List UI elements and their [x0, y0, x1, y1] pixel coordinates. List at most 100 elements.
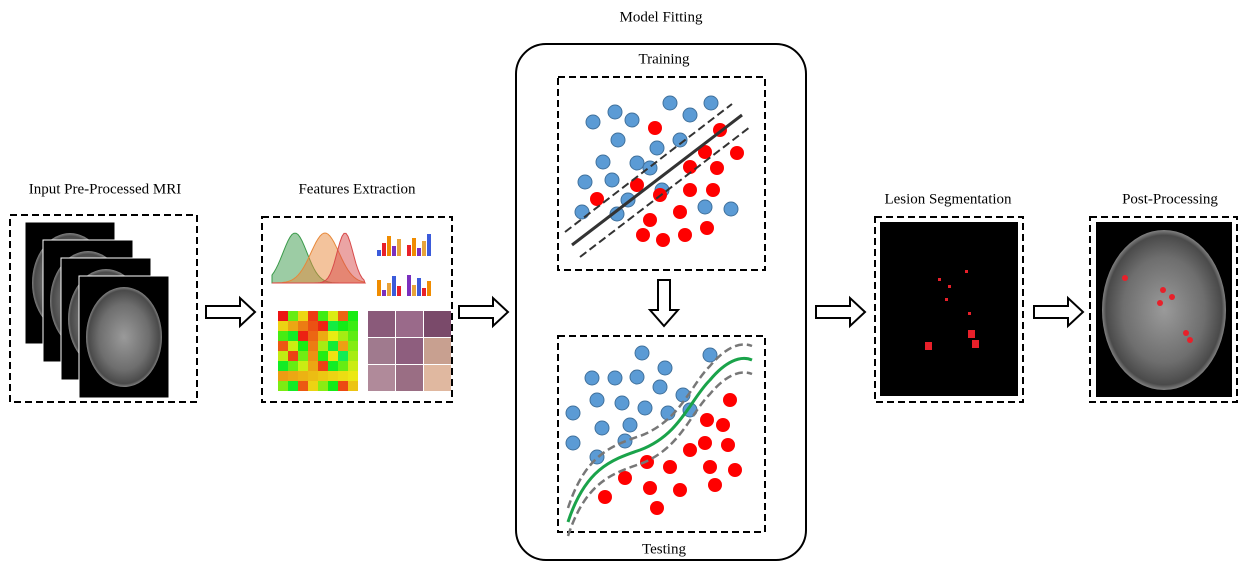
heat-cell	[338, 351, 348, 361]
point	[608, 105, 622, 119]
point	[728, 463, 742, 477]
point	[708, 478, 722, 492]
heat-cell	[288, 331, 298, 341]
mini-bar	[427, 281, 431, 296]
point	[724, 202, 738, 216]
heat-cell	[338, 321, 348, 331]
heat-cell	[328, 321, 338, 331]
point	[643, 481, 657, 495]
mini-bar	[412, 285, 416, 296]
point	[596, 155, 610, 169]
color-card	[424, 338, 451, 364]
part-label: Training	[638, 51, 690, 67]
heat-cell	[298, 331, 308, 341]
point	[605, 173, 619, 187]
point	[663, 460, 677, 474]
point	[700, 413, 714, 427]
mini-bar	[387, 236, 391, 256]
heat-cell	[348, 311, 358, 321]
mini-bar	[392, 276, 396, 296]
point	[698, 200, 712, 214]
segmentation-image	[880, 222, 1018, 396]
color-card	[368, 365, 395, 391]
point	[683, 183, 697, 197]
heat-cell	[328, 311, 338, 321]
point	[590, 393, 604, 407]
point	[625, 113, 639, 127]
point	[703, 460, 717, 474]
point	[700, 221, 714, 235]
heat-cell	[298, 341, 308, 351]
heat-cell	[338, 381, 348, 391]
stage-label: Features Extraction	[298, 181, 416, 197]
lesion	[1187, 337, 1193, 343]
lesion	[938, 278, 941, 281]
point	[575, 205, 589, 219]
arrow	[459, 298, 508, 326]
heat-cell	[318, 341, 328, 351]
point	[678, 228, 692, 242]
heat-cell	[298, 381, 308, 391]
stage-label: Model Fitting	[620, 9, 703, 25]
heat-cell	[278, 371, 288, 381]
heat-cell	[278, 311, 288, 321]
stage-label: Lesion Segmentation	[884, 191, 1012, 207]
heat-cell	[288, 341, 298, 351]
lesion	[925, 342, 932, 350]
mini-bar	[422, 241, 426, 256]
heat-cell	[298, 311, 308, 321]
heat-cell	[298, 371, 308, 381]
heat-cell	[318, 321, 328, 331]
point	[683, 443, 697, 457]
heat-cell	[338, 341, 348, 351]
mini-bar	[382, 243, 386, 256]
lesion	[948, 285, 951, 288]
heat-cell	[288, 321, 298, 331]
point	[566, 406, 580, 420]
heat-cell	[348, 381, 358, 391]
color-card	[396, 365, 423, 391]
heat-cell	[348, 331, 358, 341]
point	[710, 161, 724, 175]
heat-cell	[318, 371, 328, 381]
point	[706, 183, 720, 197]
point	[648, 121, 662, 135]
heat-cell	[308, 381, 318, 391]
heat-cell	[308, 351, 318, 361]
heat-cell	[318, 331, 328, 341]
mini-bar	[427, 234, 431, 256]
heat-cell	[288, 381, 298, 391]
heat-cell	[308, 371, 318, 381]
heat-cell	[288, 371, 298, 381]
lesion	[972, 340, 979, 348]
mini-bar	[382, 290, 386, 296]
arrow	[206, 298, 255, 326]
lesion	[945, 298, 948, 301]
mini-bar	[392, 246, 396, 256]
heat-cell	[288, 311, 298, 321]
heat-cell	[288, 351, 298, 361]
point	[721, 438, 735, 452]
point	[698, 436, 712, 450]
point	[608, 371, 622, 385]
point	[615, 396, 629, 410]
lesion	[1183, 330, 1189, 336]
heat-cell	[278, 341, 288, 351]
point	[716, 418, 730, 432]
heat-cell	[328, 351, 338, 361]
heat-cell	[308, 361, 318, 371]
heat-cell	[278, 331, 288, 341]
point	[566, 436, 580, 450]
point	[673, 483, 687, 497]
lesion	[1157, 300, 1163, 306]
heat-cell	[298, 321, 308, 331]
point	[704, 96, 718, 110]
heat-cell	[288, 361, 298, 371]
mini-bar	[407, 275, 411, 296]
lesion	[968, 312, 971, 315]
point	[586, 115, 600, 129]
point	[635, 346, 649, 360]
heat-cell	[318, 381, 328, 391]
heat-cell	[278, 321, 288, 331]
pipeline-diagram: Input Pre-Processed MRI Features Extract…	[0, 0, 1239, 563]
